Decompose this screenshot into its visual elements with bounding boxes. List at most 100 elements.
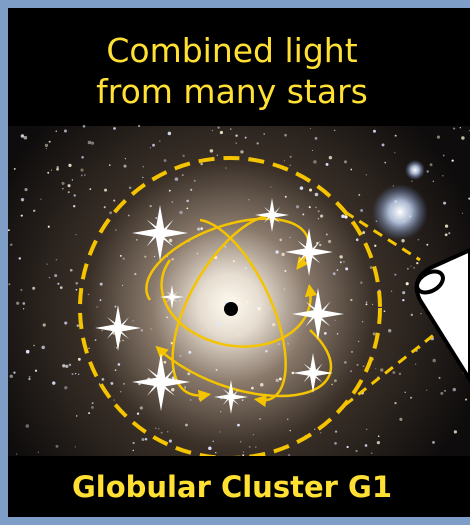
background-star — [78, 374, 79, 375]
background-star — [56, 168, 59, 171]
background-star — [57, 166, 59, 168]
background-star — [345, 267, 348, 270]
background-star — [51, 170, 52, 171]
background-star — [136, 239, 138, 241]
background-star — [227, 274, 228, 275]
background-star — [81, 156, 84, 159]
background-star — [166, 316, 168, 318]
background-star — [154, 256, 155, 257]
background-star — [95, 339, 97, 341]
background-star — [115, 369, 117, 371]
background-star — [64, 129, 67, 132]
background-star — [394, 402, 396, 404]
background-star — [318, 210, 320, 212]
background-star — [76, 415, 77, 416]
background-star — [411, 266, 412, 267]
background-star — [47, 172, 49, 174]
background-star — [443, 202, 446, 205]
background-star — [185, 424, 188, 427]
background-star — [384, 310, 386, 312]
background-star — [137, 413, 139, 415]
background-star — [432, 359, 436, 363]
background-star — [175, 177, 179, 181]
background-star — [47, 264, 48, 265]
background-star — [144, 256, 146, 258]
background-star — [179, 300, 181, 302]
background-star — [309, 206, 311, 208]
background-star — [88, 141, 91, 144]
background-star — [430, 163, 433, 166]
background-star — [32, 287, 35, 290]
background-star — [313, 160, 317, 164]
background-star — [356, 238, 359, 241]
background-star — [288, 454, 290, 456]
background-star — [113, 399, 114, 400]
background-star — [46, 148, 47, 149]
background-star — [346, 446, 348, 448]
background-star — [312, 150, 313, 151]
background-star — [243, 451, 244, 452]
background-star — [344, 160, 347, 163]
background-star — [278, 343, 280, 345]
background-star — [28, 378, 30, 380]
background-star — [279, 239, 282, 242]
title-line: Combined light — [106, 31, 357, 70]
background-star — [275, 379, 279, 383]
background-star — [394, 152, 395, 153]
background-star — [255, 447, 256, 448]
background-star — [164, 361, 167, 364]
background-star — [200, 163, 203, 166]
background-star — [68, 164, 71, 167]
background-star — [315, 193, 319, 197]
background-star — [100, 283, 103, 286]
background-star — [358, 194, 360, 196]
illustration: Combined light from many stars Globular … — [0, 0, 470, 525]
background-star — [124, 165, 127, 168]
background-star — [235, 142, 237, 144]
background-star — [225, 167, 226, 168]
background-star — [141, 329, 143, 331]
background-star — [81, 175, 83, 177]
background-star — [326, 234, 328, 236]
background-star — [309, 189, 312, 192]
background-star — [120, 391, 121, 392]
background-star — [216, 369, 218, 371]
background-star — [362, 321, 363, 322]
background-star — [388, 329, 391, 332]
background-star — [133, 442, 135, 444]
background-star — [287, 343, 288, 344]
background-star — [21, 198, 24, 201]
background-star — [230, 128, 231, 129]
background-star — [350, 370, 352, 372]
background-star — [426, 390, 427, 391]
background-star — [8, 283, 10, 285]
background-star — [418, 239, 420, 241]
background-star — [362, 231, 365, 234]
background-star — [248, 199, 249, 200]
background-star — [440, 392, 443, 395]
background-star — [26, 424, 30, 428]
background-star — [182, 174, 184, 176]
background-star — [169, 190, 171, 192]
background-star — [344, 215, 347, 218]
background-star — [199, 397, 202, 400]
background-star — [365, 444, 368, 447]
frame-bottom — [0, 517, 470, 525]
background-star — [244, 267, 247, 270]
background-star — [182, 155, 184, 157]
background-star — [68, 184, 71, 187]
background-star — [240, 441, 241, 442]
background-star — [427, 170, 429, 172]
background-star — [197, 228, 200, 231]
background-star — [366, 429, 367, 430]
background-star — [115, 306, 117, 308]
background-star — [171, 388, 174, 391]
background-star — [91, 142, 94, 145]
background-star — [35, 370, 37, 372]
background-star — [75, 234, 76, 235]
background-star — [240, 150, 243, 153]
background-star — [169, 239, 173, 243]
background-star — [64, 386, 67, 389]
background-star — [125, 158, 126, 159]
foreground-star — [405, 160, 425, 180]
